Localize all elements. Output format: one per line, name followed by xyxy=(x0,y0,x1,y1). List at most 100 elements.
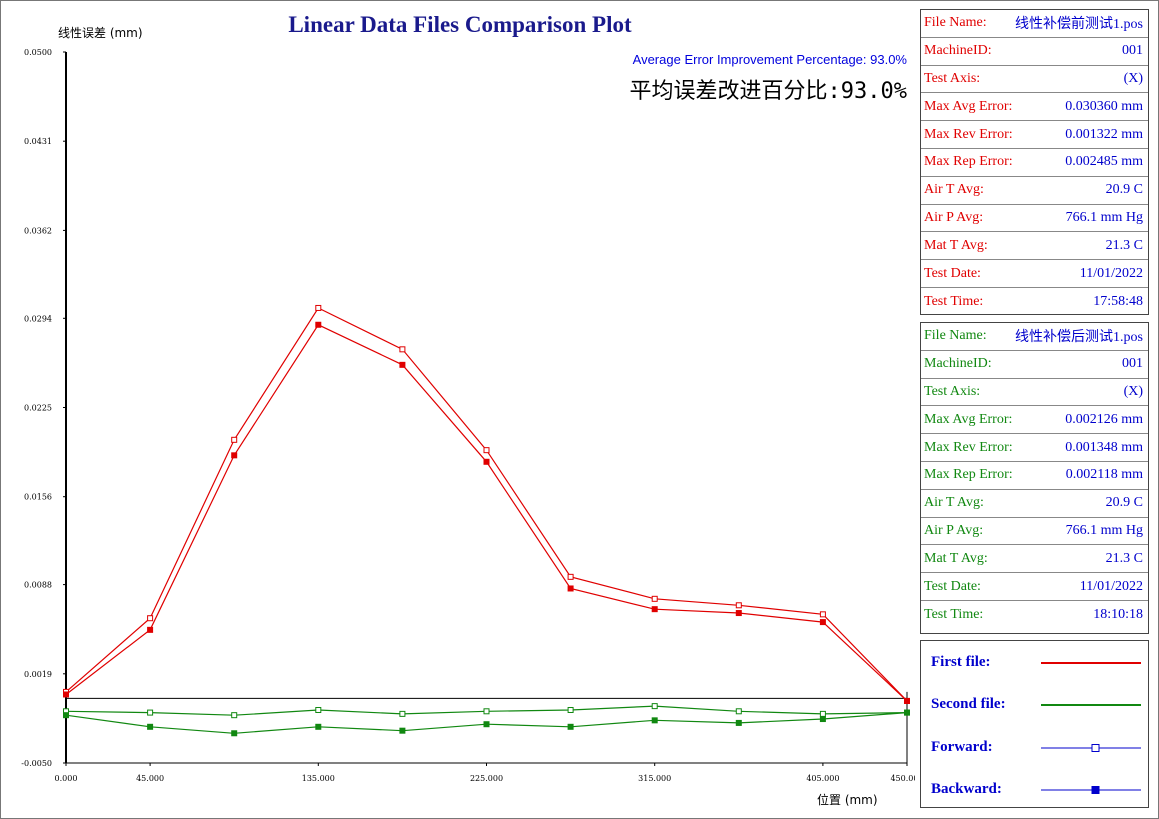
first-file-name-row: File Name: 线性补偿前测试1.pos xyxy=(921,10,1148,38)
value: 线性补偿前测试1.pos xyxy=(1015,17,1143,33)
second-matt-row: Mat T Avg: 21.3 C xyxy=(921,545,1148,574)
label: Air T Avg: xyxy=(924,495,984,511)
first-rep-row: Max Rep Error: 0.002485 mm xyxy=(921,149,1148,177)
legend-second-label: Second file: xyxy=(931,696,1006,712)
data-point xyxy=(63,691,69,698)
value: 766.1 mm Hg xyxy=(1065,522,1143,538)
value: 11/01/2022 xyxy=(1079,265,1143,281)
x-axis-label: 位置 (mm) xyxy=(817,793,878,807)
data-point xyxy=(735,602,742,609)
second-date-row: Test Date: 11/01/2022 xyxy=(921,573,1148,601)
value: 0.002126 mm xyxy=(1065,411,1143,427)
x-tick-label: 405.000 xyxy=(806,774,839,783)
label: File Name: xyxy=(924,15,987,31)
label: Mat T Avg: xyxy=(924,237,988,253)
data-point xyxy=(231,712,238,719)
first-file-panel: File Name: 线性补偿前测试1.pos MachineID: 001 Tes… xyxy=(920,9,1149,315)
x-tick-label: 0.000 xyxy=(55,774,78,783)
data-point xyxy=(735,610,742,617)
data-point xyxy=(315,304,322,311)
label: Air P Avg: xyxy=(924,209,984,225)
second-file-panel: File Name: 线性补偿后测试1.pos MachineID: 001 Tes… xyxy=(920,322,1149,634)
legend-backward-marker xyxy=(1091,786,1100,794)
label: Test Date: xyxy=(924,265,981,281)
label: MachineID: xyxy=(924,43,992,59)
y-tick-label: 0.0431 xyxy=(24,137,52,146)
legend-swatches xyxy=(1041,662,1141,794)
label: Max Rep Error: xyxy=(924,467,1013,483)
data-point xyxy=(399,710,406,717)
first-time-row: Test Time: 17:58:48 xyxy=(921,288,1148,316)
label: Test Time: xyxy=(924,606,984,622)
second-rep-row: Max Rep Error: 0.002118 mm xyxy=(921,462,1148,490)
data-point xyxy=(567,723,574,730)
data-point xyxy=(483,447,490,454)
x-tick-label: 135.000 xyxy=(302,774,335,783)
data-point xyxy=(483,458,490,465)
x-tick-label: 315.000 xyxy=(638,774,671,783)
chart-title: Linear Data Files Comparison Plot xyxy=(288,12,632,37)
data-point xyxy=(904,697,910,704)
data-point xyxy=(651,717,658,724)
data-point xyxy=(315,723,322,730)
y-tick-label: 0.0294 xyxy=(24,314,52,323)
first-rev-row: Max Rev Error: 0.001322 mm xyxy=(921,121,1148,149)
value: 21.3 C xyxy=(1105,237,1143,253)
data-point xyxy=(147,709,154,716)
value: 0.001348 mm xyxy=(1065,439,1143,455)
label: Max Avg Error: xyxy=(924,98,1013,114)
label: Max Avg Error: xyxy=(924,411,1013,427)
label: Test Axis: xyxy=(924,383,981,399)
data-point xyxy=(399,346,406,353)
data-point xyxy=(63,712,69,719)
label: Test Date: xyxy=(924,578,981,594)
data-point xyxy=(567,706,574,713)
first-airp-row: Air P Avg: 766.1 mm Hg xyxy=(921,205,1148,233)
data-point xyxy=(147,626,154,633)
first-date-row: Test Date: 11/01/2022 xyxy=(921,260,1148,288)
chart-canvas: 0.0500 0.0431 0.0362 0.0294 0.0225 0.0156 0.00… xyxy=(21,48,915,783)
data-point xyxy=(231,730,238,737)
label: Test Time: xyxy=(924,293,984,309)
y-tick-label: 0.0156 xyxy=(24,493,52,502)
data-point xyxy=(651,703,658,710)
value: 20.9 C xyxy=(1105,182,1143,198)
improvement-english: Average Error Improvement Percentage: 93… xyxy=(632,52,907,67)
value: 0.002118 mm xyxy=(1065,467,1143,483)
series-line-1 xyxy=(65,324,908,702)
label: Air T Avg: xyxy=(924,182,984,198)
second-file-name-row: File Name: 线性补偿后测试1.pos xyxy=(921,323,1148,351)
label: File Name: xyxy=(924,328,987,344)
data-point xyxy=(651,595,658,602)
label: MachineID: xyxy=(924,356,992,372)
value: 0.030360 mm xyxy=(1065,98,1143,114)
y-tick-label: 0.0088 xyxy=(24,581,52,590)
second-airt-row: Air T Avg: 20.9 C xyxy=(921,490,1148,518)
data-point xyxy=(819,710,826,717)
data-point xyxy=(399,361,406,368)
value: 0.001322 mm xyxy=(1065,126,1143,142)
legend-forward-label: Forward: xyxy=(931,739,993,755)
second-time-row: Test Time: 18:10:18 xyxy=(921,601,1148,629)
value: 0.002485 mm xyxy=(1065,154,1143,170)
label: Mat T Avg: xyxy=(924,550,988,566)
first-avg-row: Max Avg Error: 0.030360 mm xyxy=(921,93,1148,122)
data-point xyxy=(483,721,490,728)
data-point xyxy=(904,709,910,716)
value: 11/01/2022 xyxy=(1079,578,1143,594)
value: 18:10:18 xyxy=(1093,606,1143,622)
data-point xyxy=(483,708,490,715)
data-point xyxy=(735,708,742,715)
second-machine-row: MachineID: 001 xyxy=(921,351,1148,379)
value: 17:58:48 xyxy=(1093,293,1143,309)
first-matt-row: Mat T Avg: 21.3 C xyxy=(921,232,1148,261)
data-point xyxy=(231,436,238,443)
second-airp-row: Air P Avg: 766.1 mm Hg xyxy=(921,518,1148,546)
y-tick-label: 0.0225 xyxy=(24,404,52,413)
value: 001 xyxy=(1122,356,1143,372)
legend-backward-label: Backward: xyxy=(931,781,1002,797)
value: 线性补偿后测试1.pos xyxy=(1015,330,1143,346)
legend-box: First file: Second file: Forward: Backwa… xyxy=(920,640,1149,808)
second-avg-row: Max Avg Error: 0.002126 mm xyxy=(921,406,1148,435)
value: 20.9 C xyxy=(1105,495,1143,511)
